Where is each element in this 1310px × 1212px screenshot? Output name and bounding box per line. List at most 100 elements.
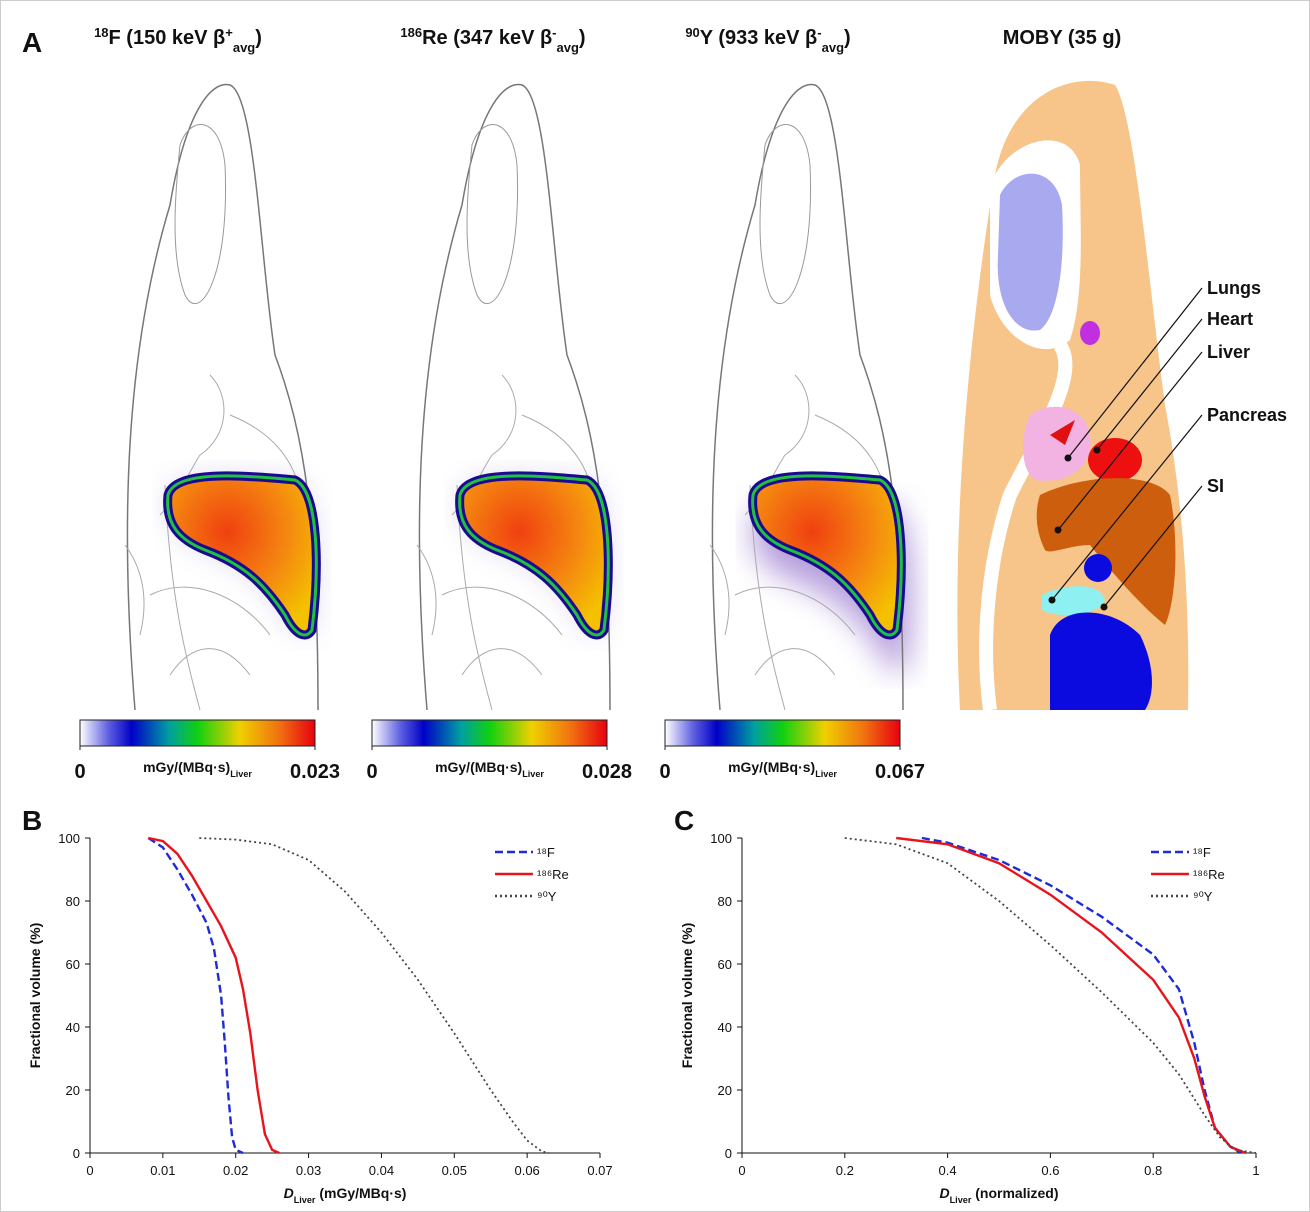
x-tick-label: 0.8 — [1144, 1163, 1162, 1178]
legend-label: ¹⁸F — [1193, 845, 1211, 860]
dose-image — [124, 83, 318, 711]
leader-line — [1067, 287, 1203, 459]
legend-label: ⁹⁰Y — [537, 889, 557, 904]
colorbar — [79, 719, 316, 747]
text-part: - — [552, 25, 556, 40]
organ-label: SI — [1207, 476, 1224, 496]
colorbar-label: 0 — [659, 761, 670, 783]
legend-label: ¹⁸⁶Re — [1193, 867, 1225, 882]
x-tick-label: 1 — [1252, 1163, 1259, 1178]
text-part: 18 — [94, 25, 108, 40]
y-tick-label: 40 — [66, 1020, 80, 1035]
colorbar-unit: mGy/(MBq·s)Liver — [435, 759, 544, 779]
y-tick-label: 100 — [58, 831, 80, 846]
text-part: Liver — [815, 769, 837, 779]
leader-line — [1057, 351, 1203, 531]
leader-dot — [1048, 596, 1056, 604]
legend-label: ¹⁸F — [537, 845, 555, 860]
dose-image — [416, 83, 610, 711]
x-tick-label: 0.04 — [369, 1163, 394, 1178]
x-tick-label: 0.06 — [514, 1163, 539, 1178]
text-part: ) — [255, 27, 262, 49]
x-tick-label: 0 — [738, 1163, 745, 1178]
y-tick-label: 0 — [725, 1146, 732, 1161]
text-part: avg — [557, 40, 579, 55]
text-part: avg — [822, 40, 844, 55]
image-title: MOBY (35 g) — [1003, 27, 1122, 49]
panel-letter: B — [22, 805, 42, 836]
text-part: D — [284, 1185, 294, 1201]
text-part: Liver — [950, 1195, 972, 1205]
spine — [979, 341, 1073, 711]
text-part: mGy/(MBq·s) — [143, 759, 230, 775]
y-tick-label: 60 — [66, 957, 80, 972]
text-part: 90 — [685, 25, 699, 40]
text-part: ) — [844, 27, 851, 49]
x-tick-label: 0.6 — [1041, 1163, 1059, 1178]
colorbar-label: 0.067 — [875, 761, 925, 783]
text-part: ) — [579, 27, 586, 49]
leader-line — [1096, 318, 1203, 451]
text-part: mGy/(MBq·s) — [435, 759, 522, 775]
text-part: Liver — [522, 769, 544, 779]
text-part: mGy/(MBq·s) — [728, 759, 815, 775]
x-axis-label: DLiver (mGy/MBq·s) — [284, 1185, 407, 1205]
text-part: Liver — [294, 1195, 316, 1205]
x-tick-label: 0.2 — [836, 1163, 854, 1178]
text-part: Re (347 keV β — [422, 27, 552, 49]
y-tick-label: 100 — [710, 831, 732, 846]
leader-dot — [1093, 446, 1101, 454]
x-tick-label: 0 — [86, 1163, 93, 1178]
text-part: avg — [233, 40, 255, 55]
leader-dot — [1064, 454, 1072, 462]
text-part: 186 — [400, 25, 422, 40]
x-tick-label: 0.05 — [442, 1163, 467, 1178]
series-line — [896, 836, 1247, 1155]
lung-red — [1050, 420, 1075, 445]
x-tick-label: 0.02 — [223, 1163, 248, 1178]
colorbar-unit: mGy/(MBq·s)Liver — [143, 759, 252, 779]
colorbar-label: 0.028 — [582, 761, 632, 783]
dose-image — [709, 83, 913, 711]
y-tick-label: 0 — [73, 1146, 80, 1161]
organ-label: Liver — [1207, 342, 1250, 362]
y-tick-label: 80 — [66, 894, 80, 909]
y-tick-label: 20 — [718, 1083, 732, 1098]
y-tick-label: 20 — [66, 1083, 80, 1098]
leader-line — [1051, 414, 1203, 601]
colorbar — [664, 719, 901, 747]
lungs — [1023, 406, 1091, 481]
moby-phantom — [957, 80, 1189, 711]
y-tick-label: 60 — [718, 957, 732, 972]
organ-label: Pancreas — [1207, 405, 1287, 425]
x-tick-label: 0.07 — [587, 1163, 612, 1178]
series-line — [147, 836, 244, 1155]
x-tick-label: 0.03 — [296, 1163, 321, 1178]
colorbar-label: 0.023 — [290, 761, 340, 783]
stomach — [1084, 554, 1112, 582]
text-part: D — [940, 1185, 950, 1201]
text-part: + — [225, 25, 233, 40]
legend-label: ¹⁸⁶Re — [537, 867, 569, 882]
organ-label: Lungs — [1207, 278, 1261, 298]
colorbar-unit: mGy/(MBq·s)Liver — [728, 759, 837, 779]
text-part: Liver — [230, 769, 252, 779]
brain — [997, 173, 1063, 331]
text-part: (normalized) — [971, 1185, 1058, 1201]
y-tick-label: 40 — [718, 1020, 732, 1035]
image-title: 186Re (347 keV β-avg) — [400, 25, 585, 55]
x-tick-label: 0.4 — [939, 1163, 957, 1178]
text-part: (mGy/MBq·s) — [315, 1185, 406, 1201]
leader-dot — [1054, 526, 1062, 534]
x-axis-label: DLiver (normalized) — [940, 1185, 1059, 1205]
series-line — [148, 836, 280, 1155]
leader-line — [1103, 485, 1203, 608]
panel-letter: A — [22, 27, 42, 58]
y-axis-label: Fractional volume (%) — [27, 923, 43, 1068]
series-line — [199, 837, 550, 1154]
organ-label: Heart — [1207, 309, 1253, 329]
series-line — [921, 836, 1242, 1155]
colorbar — [371, 719, 608, 747]
y-tick-label: 80 — [718, 894, 732, 909]
